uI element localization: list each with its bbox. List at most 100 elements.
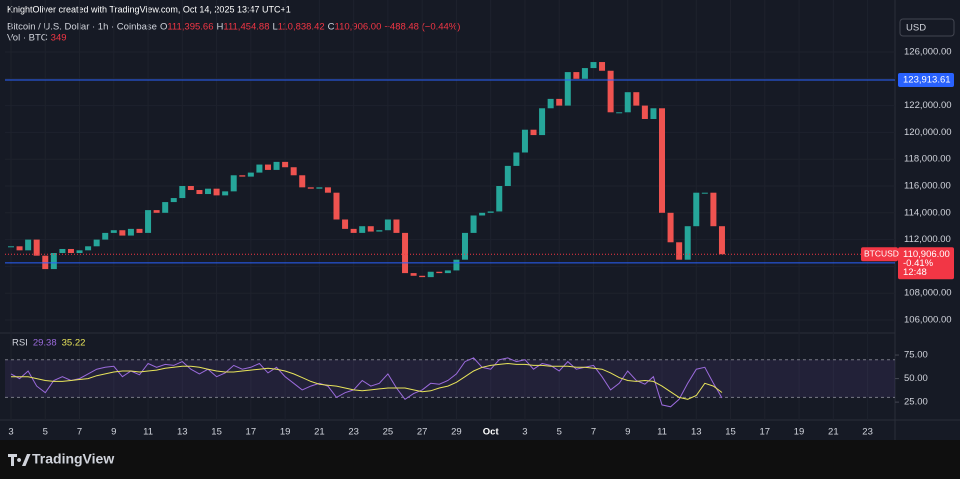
candle [487,211,494,213]
candle [650,108,657,119]
x-tick-label: 3 [8,427,13,438]
candle [376,230,383,232]
price-tag [898,247,954,280]
candle [127,228,134,236]
candle [393,219,400,233]
candle [539,108,546,136]
x-tick-label: 13 [691,427,702,438]
y-tick-label: 25.00 [904,397,928,408]
candle [222,191,229,196]
x-tick-label: 19 [280,427,291,438]
candle [247,172,254,177]
pane-title: RSI [12,338,28,349]
candle [504,165,511,186]
volume: 349 [51,33,67,44]
candle [102,232,109,240]
candle [573,72,580,79]
candle [564,72,571,106]
candle [205,188,212,195]
candle [581,68,588,79]
level-tag [898,72,954,87]
candle [85,246,92,251]
footer-background [0,440,960,479]
candle [359,226,366,233]
x-tick-label: 9 [625,427,630,438]
candle [187,185,194,191]
candle [453,259,460,271]
price-tag-label: 110,906.00 [903,249,950,260]
candle [50,252,57,270]
y-tick-label: 108,000.00 [904,288,952,299]
candle [710,192,717,227]
ohlc-key: L [273,22,278,33]
candle [718,226,725,255]
x-tick-label: 3 [522,427,527,438]
candle [153,210,160,213]
ohlc-value: 111,454.88 [223,22,269,33]
candle [496,185,503,212]
x-tick-label: 21 [314,427,325,438]
currency-box[interactable] [899,18,955,37]
candle [342,219,349,229]
y-tick-label: 106,000.00 [904,315,952,326]
ohlc-key: C [328,22,335,33]
credit: KnightOliver created with TradingView.co… [7,4,291,14]
candle [590,62,597,69]
rsi-line [10,357,723,408]
candle [333,192,340,220]
volume-label: Vol · BTC [7,33,48,44]
candle [470,215,477,233]
candle [230,175,237,192]
y-tick-label: 114,000.00 [904,207,951,218]
candle [444,270,451,274]
level-label: 123,913.61 [903,74,951,85]
candle [659,108,666,213]
candle [384,219,391,231]
candle [170,198,177,203]
x-tick-label: 21 [828,427,839,438]
x-tick-label: 17 [760,427,771,438]
x-tick-label: 11 [657,427,667,438]
candle [521,129,528,153]
y-tick-label: 75.00 [904,350,928,361]
x-tick-label: 7 [591,427,596,438]
candle [513,152,520,166]
x-tick-label: 5 [557,427,562,438]
candle [641,105,648,119]
y-tick-label: 120,000.00 [904,127,952,138]
ohlc-key: H [216,22,223,33]
candle [436,271,443,274]
candle [119,230,126,236]
candle [410,273,417,276]
candle [479,212,486,216]
y-tick-label: 116,000.00 [904,181,951,192]
candle [607,70,614,113]
candle [25,239,32,251]
candle [33,239,40,256]
candle [162,202,169,213]
candle [547,98,554,109]
y-tick-label: 50.00 [904,373,928,384]
candle [239,175,246,177]
logo [8,454,31,466]
candle [556,98,563,106]
candle [256,164,263,173]
x-tick-label: 5 [43,427,48,438]
candle [676,242,683,260]
symbol: Bitcoin / U.S. Dollar · 1h · Coinbase [7,22,157,33]
currency: USD [906,23,926,34]
candle [530,129,537,136]
x-tick-label: 15 [725,427,736,438]
candle [59,248,66,253]
candle [290,167,297,176]
price-tag-countdown: 12:48 [903,267,927,278]
y-tick-label: 122,000.00 [904,100,952,111]
candle [307,187,314,189]
x-tick-label: 11 [143,427,153,438]
x-tick-label: 23 [348,427,359,438]
candle [110,230,117,233]
candle [16,246,23,251]
candle [350,228,357,233]
candle [67,248,74,253]
